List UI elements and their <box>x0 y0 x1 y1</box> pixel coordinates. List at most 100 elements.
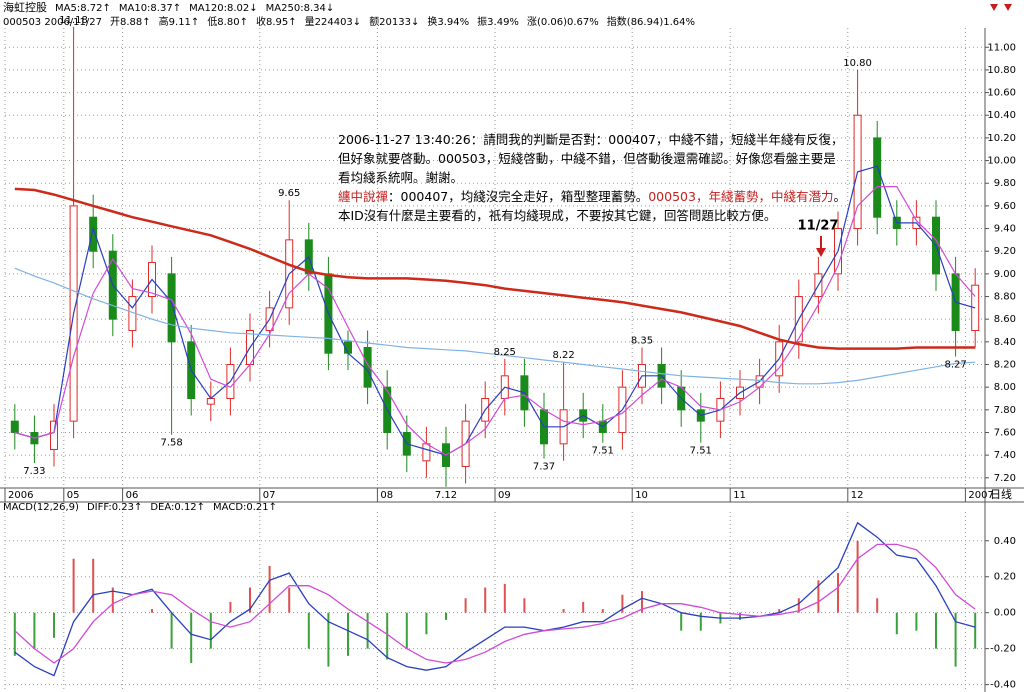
candle-body <box>422 443 431 462</box>
extreme-label: 7.12 <box>435 490 457 501</box>
y-tick-label: 10.20 <box>987 133 1016 144</box>
header-text: 量224403↓ <box>305 16 362 28</box>
extreme-label: 11.18 <box>59 15 88 26</box>
extreme-label: 7.33 <box>23 466 45 477</box>
header-text: MACD(12,26,9) <box>3 502 79 513</box>
y-tick-label: 9.20 <box>994 246 1016 257</box>
y-tick-label: 9.40 <box>994 224 1016 235</box>
header-text: 低8.80↑ <box>207 15 248 28</box>
candle-body <box>10 420 19 433</box>
y-tick-label: 8.60 <box>994 314 1016 325</box>
annotation-line: 但好象就要啓動。000503，短綫啓動，中綫不錯，但啓動後還需確認。好像您看盤主… <box>338 151 836 166</box>
text-layer: 海虹控股 MA5:8.72↑ MA10:8.37↑ MA120:8.02↓ MA250:… <box>3 0 1016 691</box>
header-text: MACD:0.21↑ <box>213 502 277 513</box>
extreme-label: 8.25 <box>494 347 516 358</box>
y-tick-label: -0.40 <box>990 680 1016 691</box>
annotation-text: 000503，年綫蓄勢，中綫有潛力 <box>648 189 833 204</box>
y-tick-label: 8.80 <box>994 292 1016 303</box>
annotation-text: 看均綫系統啊。謝謝。 <box>338 170 463 185</box>
header-text: 额20133↓ <box>369 15 419 28</box>
extreme-label: 7.51 <box>690 446 712 457</box>
header-text: 涨(0.06)0.67% <box>527 16 599 28</box>
y-tick-label: 8.00 <box>994 382 1016 393</box>
extreme-label: 8.35 <box>631 336 653 347</box>
x-tick-label: 08 <box>380 490 393 501</box>
header-text: 海虹控股 <box>3 0 47 14</box>
extreme-label: 10.80 <box>843 58 872 69</box>
x-tick-label: 2007 <box>968 490 993 501</box>
annotation-text: 2006-11-27 13:40:26：請問我的判斷是否對：000407，中綫不… <box>338 132 843 147</box>
x-tick-label: 12 <box>851 490 864 501</box>
ma-line <box>14 165 976 456</box>
x-tick-label: 2006 <box>8 490 33 501</box>
header-text: 换3.94% <box>427 15 469 28</box>
ma-line <box>14 543 976 664</box>
y-tick-label: 8.20 <box>994 360 1016 371</box>
annotation-text: 但好象就要啓動。000503，短綫啓動，中綫不錯，但啓動後還需確認。好像您看盤主… <box>338 151 836 166</box>
y-tick-label: 10.60 <box>987 88 1016 99</box>
y-tick-label: 10.00 <box>987 156 1016 167</box>
header-text: MA5:8.72↑ <box>55 3 111 14</box>
y-tick-label: 7.60 <box>994 427 1016 438</box>
annotation-line: 2006-11-27 13:40:26：請問我的判斷是否對：000407，中綫不… <box>338 132 843 147</box>
ma-line <box>14 186 976 456</box>
header-text: 指数(86.94)1.64% <box>607 15 695 28</box>
y-tick-label: 9.00 <box>994 269 1016 280</box>
y-tick-label: 9.60 <box>994 201 1016 212</box>
y-tick-label: 7.40 <box>994 450 1016 461</box>
annotation-text: ：000407，均綫沒完全走好，箱型整理蓄勢。 <box>388 189 648 204</box>
extreme-label: 8.22 <box>552 350 574 361</box>
candle-body <box>89 216 98 252</box>
x-tick-label: 06 <box>126 490 139 501</box>
marker-arrow <box>816 236 826 257</box>
y-tick-label: 0.20 <box>994 572 1016 583</box>
ma-line <box>14 267 976 385</box>
ma-line <box>14 521 976 677</box>
y-tick-label: 0.00 <box>994 608 1016 619</box>
header-text: DEA:0.12↑ <box>150 502 205 513</box>
annotation-text: 本ID沒有什麼是主要看的，祇有均綫現成，不要按其它鍵，回答問題比較方便。 <box>338 208 776 223</box>
header-text: MA120:8.02↓ <box>189 3 258 14</box>
extreme-label: 7.58 <box>160 438 182 449</box>
x-tick-label: 07 <box>263 490 276 501</box>
extreme-label: 9.65 <box>278 188 300 199</box>
header-text: MA250:8.34↓ <box>266 3 335 14</box>
extreme-label: 7.37 <box>533 462 555 473</box>
annotation-text: 。 <box>833 189 846 204</box>
header-text: DIFF:0.23↑ <box>87 502 142 513</box>
candle-body <box>167 273 176 343</box>
candle-body <box>206 397 215 405</box>
x-tick-label: 10 <box>635 490 648 501</box>
annotation-line: 本ID沒有什麼是主要看的，祇有均綫現成，不要按其它鍵，回答問題比較方便。 <box>338 208 776 223</box>
y-tick-label: 9.80 <box>994 178 1016 189</box>
candle-body <box>50 420 58 450</box>
header-text: 000503 2006/11/27 <box>3 17 102 28</box>
y-tick-label: 7.80 <box>994 405 1016 416</box>
y-tick-label: 11.00 <box>987 42 1016 53</box>
x-axis-label: 日线 <box>990 487 1012 501</box>
y-tick-label: 8.40 <box>994 337 1016 348</box>
extreme-label: 7.51 <box>592 446 614 457</box>
y-tick-label: 10.40 <box>987 110 1016 121</box>
header-text: 开8.88↑ <box>110 17 151 28</box>
marks-layer <box>10 26 980 677</box>
extreme-label: 8.27 <box>944 360 966 371</box>
y-tick-label: -0.20 <box>990 644 1016 655</box>
annotation-text: 纏中說禪 <box>338 189 389 204</box>
x-tick-label: 05 <box>67 490 80 501</box>
x-tick-label: 11 <box>733 490 746 501</box>
header-text: 收8.95↑ <box>256 15 297 28</box>
header-text: 高9.11↑ <box>159 15 200 28</box>
header-text: MA10:8.37↑ <box>119 3 181 14</box>
y-tick-label: 7.20 <box>994 473 1016 484</box>
annotation-line: 看均綫系統啊。謝謝。 <box>338 170 463 185</box>
marker-label: 11/27 <box>798 219 839 234</box>
candle-body <box>873 137 882 218</box>
ma-line <box>14 187 976 350</box>
header-text: 振3.49% <box>477 15 519 28</box>
y-tick-label: 0.40 <box>994 536 1016 547</box>
corner-icon <box>990 4 1012 11</box>
annotation-line: 纏中說禪：000407，均綫沒完全走好，箱型整理蓄勢。000503，年綫蓄勢，中… <box>338 189 846 204</box>
y-tick-label: 10.80 <box>987 65 1016 76</box>
